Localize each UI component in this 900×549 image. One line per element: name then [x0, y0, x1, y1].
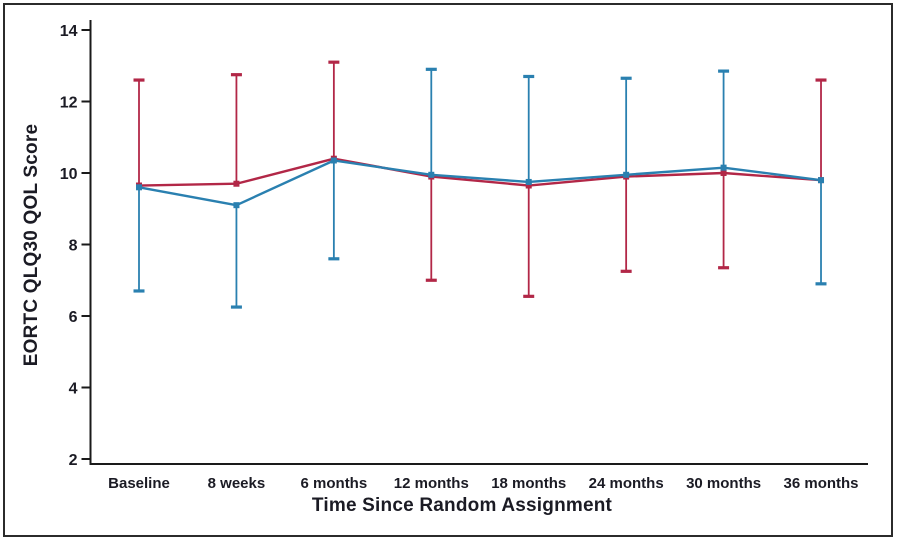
axes — [89, 20, 868, 465]
svg-text:14: 14 — [60, 23, 78, 40]
svg-text:8: 8 — [69, 238, 78, 255]
svg-text:12: 12 — [60, 95, 78, 112]
y-tick-labels: 2 4 6 8 10 12 14 — [60, 23, 90, 469]
y-axis-title: EORTC QLQ30 QOL Score — [21, 123, 42, 367]
svg-text:Baseline: Baseline — [108, 475, 170, 492]
x-category-labels: Baseline 8 weeks 6 months 12 months 18 month… — [108, 475, 858, 492]
series-blue-line — [133, 67, 827, 309]
svg-text:2: 2 — [69, 452, 78, 469]
figure-frame — [3, 3, 893, 537]
svg-text:4: 4 — [69, 381, 78, 398]
x-axis-title: Time Since Random Assignment — [311, 495, 613, 516]
svg-text:8 weeks: 8 weeks — [208, 475, 266, 492]
svg-text:36 months: 36 months — [784, 475, 859, 492]
svg-text:6 months: 6 months — [301, 475, 368, 492]
svg-text:30 months: 30 months — [686, 475, 761, 492]
svg-text:10: 10 — [60, 166, 78, 183]
svg-text:12 months: 12 months — [394, 475, 469, 492]
svg-text:24 months: 24 months — [589, 475, 664, 492]
svg-text:18 months: 18 months — [491, 475, 566, 492]
svg-text:6: 6 — [69, 309, 78, 326]
